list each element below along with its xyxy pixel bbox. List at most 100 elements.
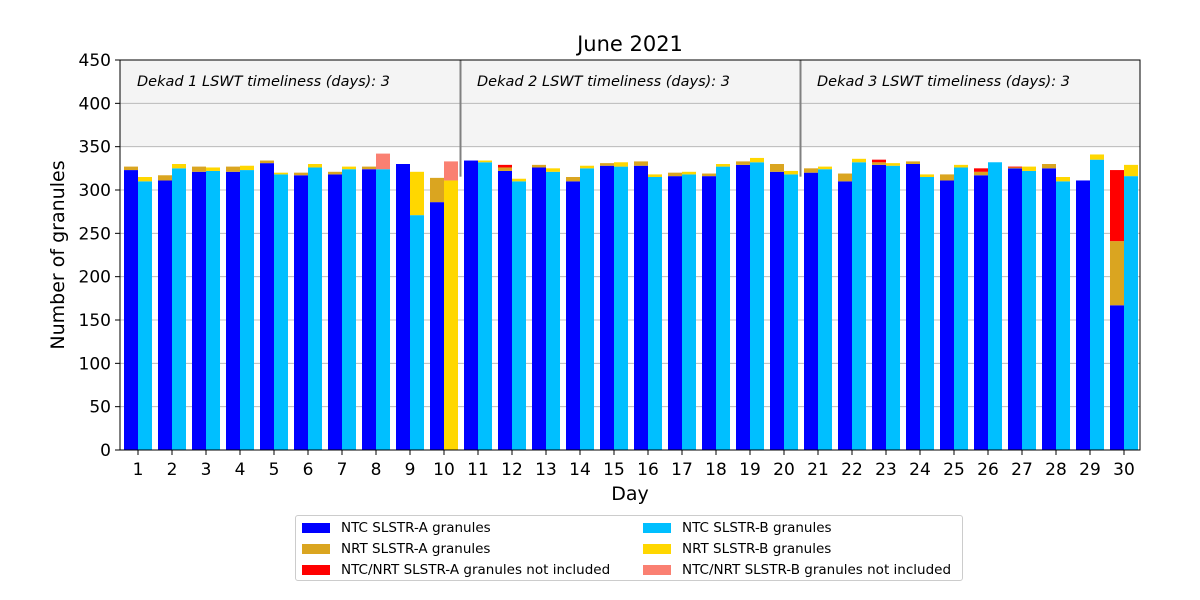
bar-segment	[804, 172, 818, 450]
bar-segment	[940, 174, 954, 181]
bar-segment	[444, 180, 458, 450]
bar-segment	[974, 171, 988, 176]
x-tick-label: 29	[1079, 460, 1101, 480]
bar-segment	[614, 162, 628, 167]
bar-segment	[736, 161, 750, 165]
bar-segment	[158, 175, 172, 181]
bar-segment	[138, 181, 152, 451]
x-tick-label: 21	[807, 460, 829, 480]
bar-segment	[838, 173, 852, 182]
bar-segment	[1090, 154, 1104, 160]
bar-segment	[872, 159, 886, 163]
bar-segment	[294, 172, 308, 176]
bar-segment	[430, 177, 444, 203]
x-tick-label: 13	[535, 460, 557, 480]
bar-segment	[362, 166, 376, 170]
x-tick-label: 7	[337, 460, 348, 480]
bar-segment	[1056, 177, 1070, 182]
bar-segment	[342, 169, 356, 450]
bar-segment	[138, 177, 152, 182]
plot-frame	[119, 59, 1141, 451]
bar-segment	[770, 164, 784, 172]
bar-segment	[566, 181, 580, 451]
bar-segment	[974, 175, 988, 450]
bar-segment	[512, 178, 526, 182]
bar-segment	[172, 164, 186, 169]
bar-segment	[872, 164, 886, 450]
dekad-annotation: Dekad 1 LSWT timeliness (days): 3	[137, 74, 390, 90]
bar-segment	[192, 171, 206, 451]
bar-segment	[580, 168, 594, 451]
legend-swatch	[643, 523, 671, 533]
legend-swatch	[643, 544, 671, 554]
bar-segment	[1008, 167, 1022, 169]
bar-segment	[206, 170, 220, 450]
x-tick-label: 1	[133, 460, 144, 480]
bar-segment	[784, 174, 798, 450]
bar-segment	[192, 166, 206, 172]
bar-segment	[294, 175, 308, 450]
bar-segment	[1008, 168, 1022, 451]
dekad-annotation: Dekad 2 LSWT timeliness (days): 3	[477, 74, 730, 90]
bar-segment	[852, 158, 866, 163]
bar-segment	[1042, 168, 1056, 451]
x-tick-label: 10	[433, 460, 455, 480]
bar-segment	[838, 181, 852, 451]
bar-segment	[240, 170, 254, 451]
bar-segment	[240, 165, 254, 171]
bar-segment	[226, 171, 240, 451]
legend-swatch	[302, 544, 330, 554]
legend-swatch	[302, 565, 330, 575]
bar-segment	[328, 174, 342, 450]
legend-swatch	[643, 565, 671, 575]
y-tick-label: 450	[79, 51, 111, 71]
bar-segment	[750, 162, 764, 450]
bar-segment	[920, 177, 934, 450]
bar-segment	[308, 164, 322, 168]
x-tick-label: 14	[569, 460, 591, 480]
bar-segment	[920, 174, 934, 177]
bar-segment	[498, 167, 512, 171]
chart-title: June 2021	[575, 32, 683, 56]
x-tick-label: 3	[201, 460, 212, 480]
bar-segment	[410, 171, 424, 216]
bar-segment	[852, 162, 866, 450]
bar-segment	[668, 172, 682, 177]
bar-segment	[206, 167, 220, 171]
x-tick-label: 18	[705, 460, 727, 480]
legend-item: NRT SLSTR-B granules	[643, 540, 831, 558]
bar-segment	[1124, 164, 1138, 177]
bar-segment	[886, 163, 900, 166]
bar-segment	[532, 167, 546, 450]
bar-segment	[464, 160, 478, 451]
bar-segment	[376, 169, 390, 450]
bar-segment	[716, 166, 730, 450]
legend-label: NRT SLSTR-A granules	[341, 541, 491, 557]
legend-label: NTC/NRT SLSTR-A granules not included	[341, 562, 611, 578]
bar-segment	[444, 161, 458, 181]
x-tick-label: 23	[875, 460, 897, 480]
bar-segment	[1022, 166, 1036, 171]
legend-swatch	[302, 523, 330, 533]
bar-segment	[376, 153, 390, 170]
bar-segment	[736, 164, 750, 450]
bar-segment	[158, 180, 172, 450]
x-tick-label: 20	[773, 460, 795, 480]
legend-label: NTC/NRT SLSTR-B granules not included	[682, 562, 952, 578]
bar-segment	[1090, 159, 1104, 450]
bar-segment	[974, 168, 988, 172]
y-tick-label: 0	[100, 441, 111, 461]
y-tick-label: 400	[79, 94, 111, 114]
bar-segment	[124, 166, 138, 171]
bar-segment	[906, 161, 920, 164]
bar-segment	[682, 171, 696, 175]
x-tick-label: 4	[235, 460, 246, 480]
y-tick-label: 150	[79, 311, 111, 331]
legend-label: NRT SLSTR-B granules	[682, 541, 832, 557]
bar-segment	[532, 164, 546, 168]
bar-segment	[886, 165, 900, 450]
bar-segment	[342, 166, 356, 170]
y-tick-label: 100	[79, 354, 111, 374]
bar-segment	[1022, 170, 1036, 450]
